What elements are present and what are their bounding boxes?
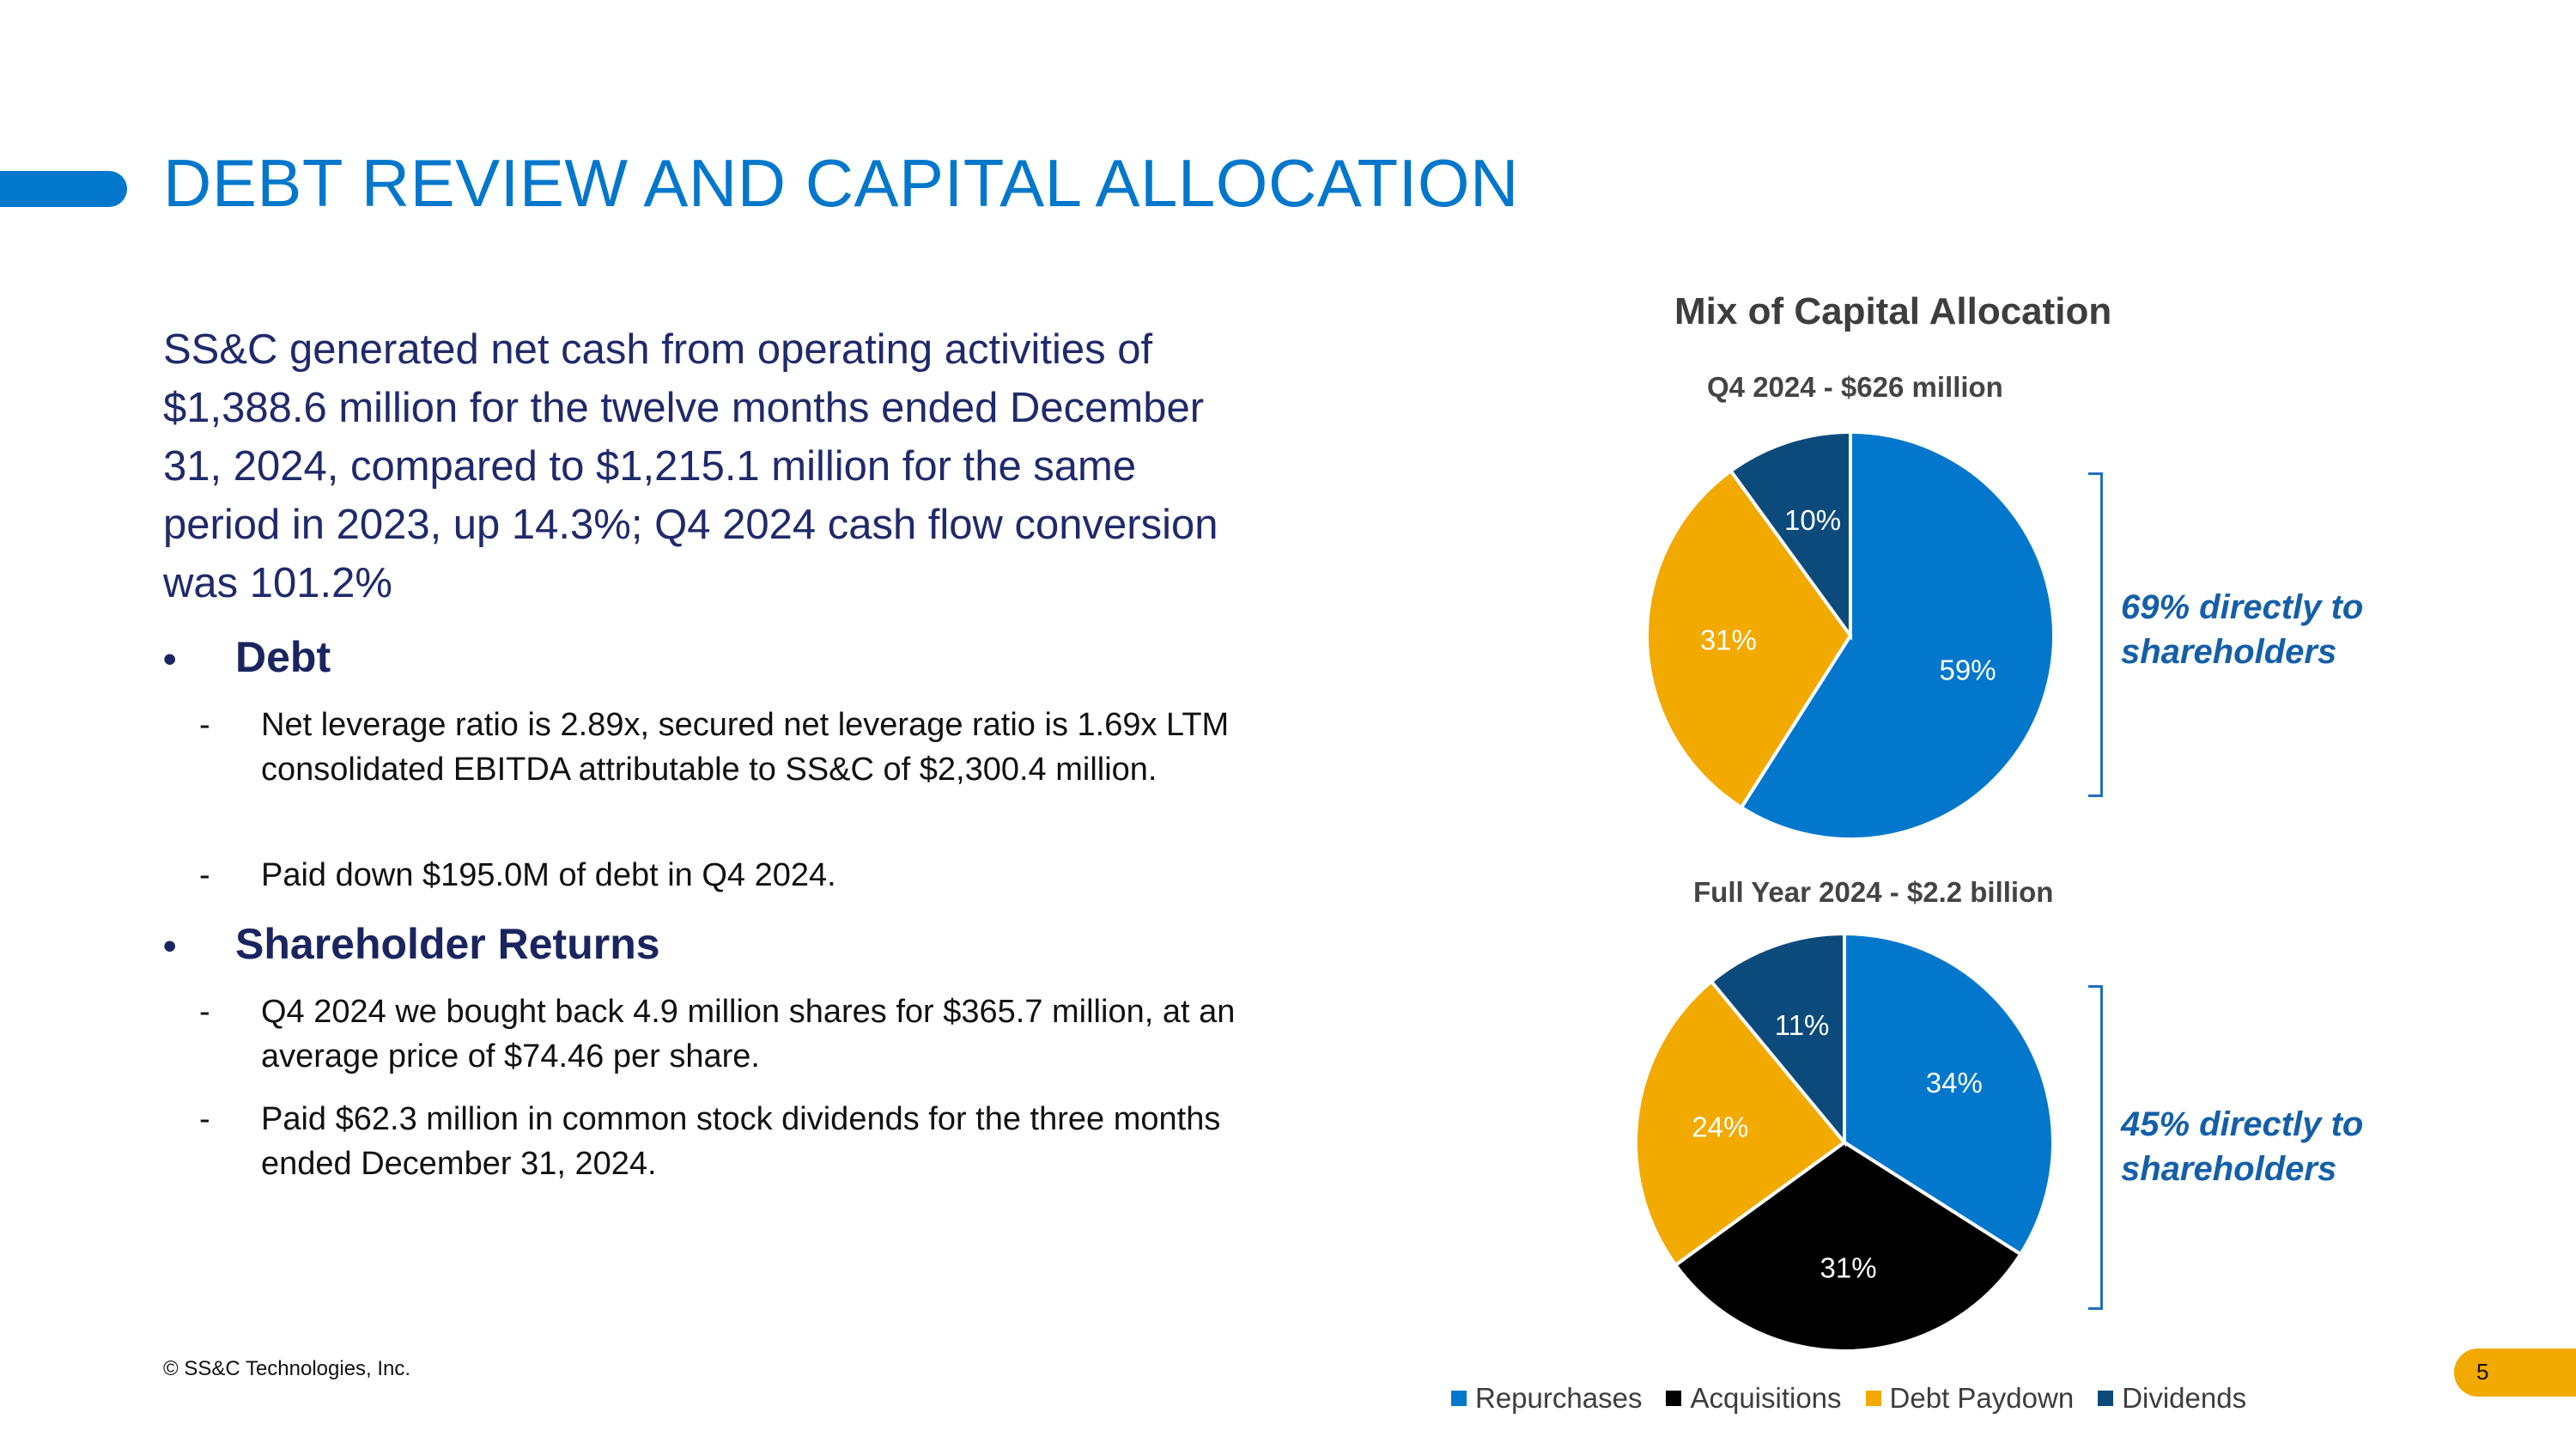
shareholder-returns-heading: Shareholder Returns xyxy=(235,920,660,968)
legend-swatch-debt-paydown xyxy=(1865,1391,1881,1406)
dash-marker: - xyxy=(199,1101,210,1137)
legend-label-debt-paydown: Debt Paydown xyxy=(1889,1382,2075,1414)
debt-item-1-text: Net leverage ratio is 2.89x, secured net… xyxy=(261,707,1230,788)
pie-fy-slice-acquisitions xyxy=(1673,1140,2023,1353)
pie-fy-label-debt-paydown: 24% xyxy=(1692,1111,1748,1143)
chart-legend: Repurchases Acquisitions Debt Paydown Di… xyxy=(1451,1382,2270,1415)
legend-item-dividends: Dividends xyxy=(2098,1382,2246,1415)
pie-q4-label-dividends: 10% xyxy=(1784,504,1841,536)
copyright-footer: © SS&C Technologies, Inc. xyxy=(163,1357,411,1380)
returns-item-1: - Q4 2024 we bought back 4.9 million sha… xyxy=(199,989,1255,1079)
bullet-dot: • xyxy=(163,925,177,967)
debt-item-1: - Net leverage ratio is 2.89x, secured n… xyxy=(199,703,1255,792)
legend-item-debt-paydown: Debt Paydown xyxy=(1865,1382,2075,1415)
debt-item-2: - Paid down $195.0M of debt in Q4 2024. xyxy=(199,853,1255,898)
pie-q4-subtitle: Q4 2024 - $626 million xyxy=(1707,371,2003,403)
pie-q4-label-repurchases: 59% xyxy=(1940,654,1996,686)
bullet-dot: • xyxy=(163,638,177,680)
legend-swatch-repurchases xyxy=(1451,1391,1467,1406)
dash-marker: - xyxy=(199,994,210,1030)
title-accent-bar xyxy=(0,171,127,207)
page-number-badge: 5 xyxy=(2454,1349,2576,1397)
pie-fy-slice-debt-paydown xyxy=(1634,978,1847,1268)
legend-item-acquisitions: Acquisitions xyxy=(1666,1382,1842,1415)
bracket-q4 xyxy=(2088,472,2103,797)
pie-fy-label-dividends: 11% xyxy=(1775,1009,1830,1041)
pie-q4-slice-repurchases xyxy=(1739,429,2056,841)
legend-label-acquisitions: Acquisitions xyxy=(1690,1382,1842,1414)
pie-q4-label-debt-paydown: 31% xyxy=(1700,624,1757,655)
pie-fy-subtitle: Full Year 2024 - $2.2 billion xyxy=(1693,876,2054,908)
annotation-q4: 69% directly to shareholders xyxy=(2121,588,2364,671)
pie-q4-slice-dividends xyxy=(1728,429,1852,642)
intro-paragraph: SS&C generated net cash from operating a… xyxy=(163,326,1218,606)
annotation-fy: 45% directly to shareholders xyxy=(2121,1105,2364,1188)
bracket-fy xyxy=(2088,985,2103,1310)
debt-item-2-text: Paid down $195.0M of debt in Q4 2024. xyxy=(261,857,836,893)
pie-q4-slice-debt-paydown xyxy=(1645,468,1853,810)
legend-swatch-acquisitions xyxy=(1666,1391,1682,1406)
page-number: 5 xyxy=(2476,1359,2489,1385)
debt-heading: Debt xyxy=(235,633,331,681)
bullet-shareholder-returns: • Shareholder Returns xyxy=(163,919,660,969)
returns-item-2: - Paid $62.3 million in common stock div… xyxy=(199,1097,1255,1186)
page-title: DEBT REVIEW AND CAPITAL ALLOCATION xyxy=(163,145,1519,221)
pie-fy-label-acquisitions: 31% xyxy=(1820,1252,1877,1284)
legend-label-dividends: Dividends xyxy=(2122,1382,2247,1414)
pie-fy-slice-dividends xyxy=(1709,931,1846,1148)
dash-marker: - xyxy=(199,857,210,893)
chart-title: Mix of Capital Allocation xyxy=(1674,290,2112,332)
returns-item-1-text: Q4 2024 we bought back 4.9 million share… xyxy=(261,994,1236,1075)
returns-item-2-text: Paid $62.3 million in common stock divid… xyxy=(261,1101,1221,1182)
legend-label-repurchases: Repurchases xyxy=(1475,1382,1643,1414)
legend-item-repurchases: Repurchases xyxy=(1451,1382,1642,1415)
pie-fy-label-repurchases: 34% xyxy=(1926,1067,1983,1099)
bullet-debt: • Debt xyxy=(163,632,331,682)
legend-swatch-dividends xyxy=(2098,1391,2114,1406)
dash-marker: - xyxy=(199,707,210,743)
